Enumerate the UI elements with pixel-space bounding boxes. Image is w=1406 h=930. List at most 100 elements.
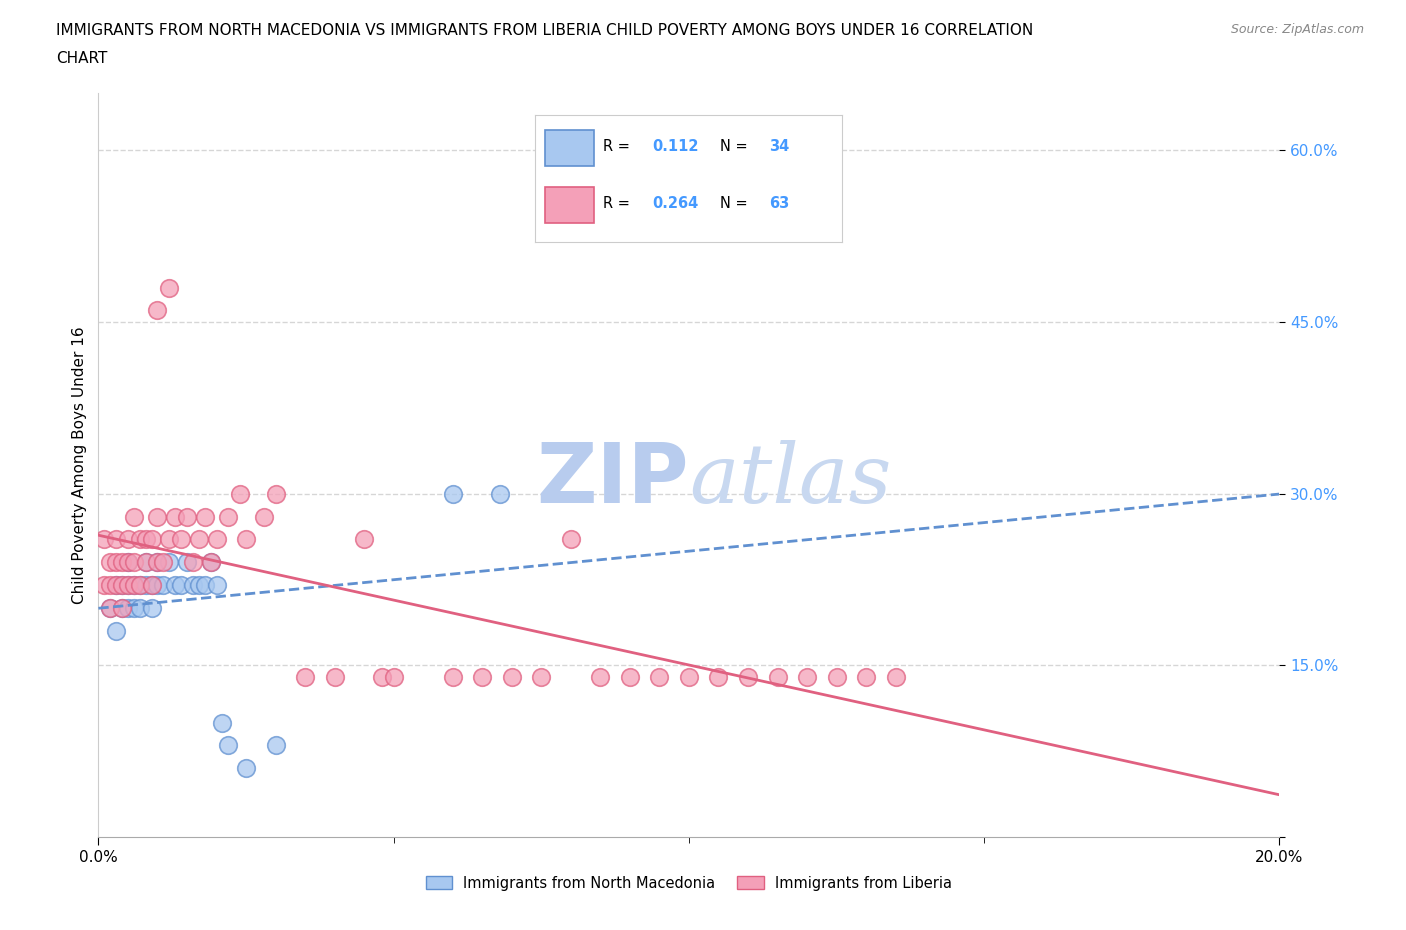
Point	[294, 670, 316, 684]
Point	[211, 715, 233, 730]
Point	[157, 532, 180, 547]
Point	[264, 486, 287, 501]
Point	[165, 509, 187, 524]
Point	[117, 555, 139, 570]
Point	[187, 532, 209, 547]
Point	[766, 670, 789, 684]
Point	[146, 303, 169, 318]
Point	[825, 670, 848, 684]
Point	[117, 555, 139, 570]
Point	[111, 601, 134, 616]
Point	[382, 670, 405, 684]
Text: ZIP: ZIP	[537, 439, 689, 521]
Point	[678, 670, 700, 684]
Text: Source: ZipAtlas.com: Source: ZipAtlas.com	[1230, 23, 1364, 36]
Point	[111, 578, 134, 592]
Point	[141, 578, 163, 592]
Point	[122, 578, 145, 592]
Point	[141, 601, 163, 616]
Point	[884, 670, 907, 684]
Point	[170, 578, 193, 592]
Point	[135, 555, 157, 570]
Point	[489, 486, 512, 501]
Point	[441, 670, 464, 684]
Point	[105, 623, 128, 638]
Point	[589, 670, 612, 684]
Point	[253, 509, 276, 524]
Point	[165, 578, 187, 592]
Point	[93, 578, 115, 592]
Point	[111, 601, 134, 616]
Point	[441, 486, 464, 501]
Point	[205, 578, 228, 592]
Point	[122, 578, 145, 592]
Point	[194, 509, 217, 524]
Point	[93, 532, 115, 547]
Point	[471, 670, 494, 684]
Point	[353, 532, 375, 547]
Point	[122, 601, 145, 616]
Point	[707, 670, 730, 684]
Point	[146, 555, 169, 570]
Point	[229, 486, 252, 501]
Point	[181, 555, 204, 570]
Point	[187, 578, 209, 592]
Point	[200, 555, 222, 570]
Y-axis label: Child Poverty Among Boys Under 16: Child Poverty Among Boys Under 16	[72, 326, 87, 604]
Point	[117, 578, 139, 592]
Text: atlas: atlas	[689, 440, 891, 520]
Point	[98, 601, 121, 616]
Point	[135, 555, 157, 570]
Point	[217, 738, 239, 753]
Point	[176, 509, 198, 524]
Point	[737, 670, 759, 684]
Point	[194, 578, 217, 592]
Point	[855, 670, 877, 684]
Point	[117, 578, 139, 592]
Legend: Immigrants from North Macedonia, Immigrants from Liberia: Immigrants from North Macedonia, Immigra…	[419, 870, 959, 897]
Point	[98, 601, 121, 616]
Point	[200, 555, 222, 570]
Point	[648, 670, 671, 684]
Point	[98, 555, 121, 570]
Point	[235, 761, 257, 776]
Point	[111, 555, 134, 570]
Point	[141, 578, 163, 592]
Point	[152, 555, 174, 570]
Point	[181, 578, 204, 592]
Point	[111, 578, 134, 592]
Point	[141, 532, 163, 547]
Point	[98, 578, 121, 592]
Point	[323, 670, 346, 684]
Point	[146, 509, 169, 524]
Point	[135, 532, 157, 547]
Point	[371, 670, 394, 684]
Point	[122, 555, 145, 570]
Point	[128, 532, 150, 547]
Point	[796, 670, 818, 684]
Point	[157, 555, 180, 570]
Point	[146, 555, 169, 570]
Point	[217, 509, 239, 524]
Point	[530, 670, 553, 684]
Point	[170, 532, 193, 547]
Point	[128, 601, 150, 616]
Point	[105, 532, 128, 547]
Point	[205, 532, 228, 547]
Point	[501, 670, 523, 684]
Point	[560, 532, 582, 547]
Point	[122, 509, 145, 524]
Point	[105, 555, 128, 570]
Point	[146, 578, 169, 592]
Point	[117, 601, 139, 616]
Point	[152, 578, 174, 592]
Text: CHART: CHART	[56, 51, 108, 66]
Point	[176, 555, 198, 570]
Point	[105, 578, 128, 592]
Point	[157, 280, 180, 295]
Point	[135, 578, 157, 592]
Point	[105, 578, 128, 592]
Point	[128, 578, 150, 592]
Point	[264, 738, 287, 753]
Point	[117, 532, 139, 547]
